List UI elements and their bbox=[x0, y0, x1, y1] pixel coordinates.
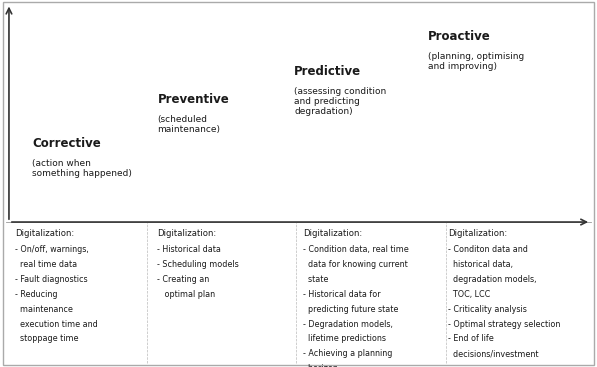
Text: Proactive: Proactive bbox=[428, 30, 491, 43]
Text: (action when
something happened): (action when something happened) bbox=[32, 159, 132, 178]
Text: Digitalization:: Digitalization: bbox=[448, 229, 507, 238]
Text: - Optimal strategy selection: - Optimal strategy selection bbox=[448, 320, 561, 328]
Text: execution time and: execution time and bbox=[15, 320, 97, 328]
Text: - Criticality analysis: - Criticality analysis bbox=[448, 305, 527, 314]
Text: decisions/investment: decisions/investment bbox=[448, 349, 539, 358]
Text: (scheduled
maintenance): (scheduled maintenance) bbox=[158, 115, 220, 134]
Text: predicting future state: predicting future state bbox=[303, 305, 398, 314]
Text: Digitalization:: Digitalization: bbox=[303, 229, 362, 238]
Text: degradation models,: degradation models, bbox=[448, 275, 537, 284]
Text: - Historical data for: - Historical data for bbox=[303, 290, 380, 299]
Text: - Condition data, real time: - Condition data, real time bbox=[303, 246, 409, 254]
Text: TOC, LCC: TOC, LCC bbox=[448, 290, 491, 299]
Text: (assessing condition
and predicting
degradation): (assessing condition and predicting degr… bbox=[294, 87, 386, 116]
Text: - Conditon data and: - Conditon data and bbox=[448, 246, 528, 254]
Text: - Achieving a planning: - Achieving a planning bbox=[303, 349, 392, 358]
Text: lifetime predictions: lifetime predictions bbox=[303, 334, 386, 344]
Text: Digitalization:: Digitalization: bbox=[158, 229, 217, 238]
Text: maintenance: maintenance bbox=[15, 305, 73, 314]
Text: state: state bbox=[303, 275, 328, 284]
Text: stoppage time: stoppage time bbox=[15, 334, 78, 344]
Text: Predictive: Predictive bbox=[294, 65, 361, 78]
Text: - On/off, warnings,: - On/off, warnings, bbox=[15, 246, 88, 254]
Text: Corrective: Corrective bbox=[32, 137, 101, 150]
Text: data for knowing current: data for knowing current bbox=[303, 260, 408, 269]
Text: real time data: real time data bbox=[15, 260, 77, 269]
Text: Digitalization:: Digitalization: bbox=[15, 229, 74, 238]
Text: - Historical data: - Historical data bbox=[158, 246, 221, 254]
Text: horizon: horizon bbox=[303, 364, 338, 367]
Text: (planning, optimising
and improving): (planning, optimising and improving) bbox=[428, 52, 524, 71]
Text: - Creating an: - Creating an bbox=[158, 275, 210, 284]
Text: - Degradation models,: - Degradation models, bbox=[303, 320, 393, 328]
Text: - Fault diagnostics: - Fault diagnostics bbox=[15, 275, 87, 284]
Text: - End of life: - End of life bbox=[448, 334, 494, 344]
Text: optimal plan: optimal plan bbox=[158, 290, 216, 299]
Text: - Reducing: - Reducing bbox=[15, 290, 57, 299]
Text: historical data,: historical data, bbox=[448, 260, 513, 269]
Text: Preventive: Preventive bbox=[158, 93, 229, 106]
Text: - Scheduling models: - Scheduling models bbox=[158, 260, 239, 269]
